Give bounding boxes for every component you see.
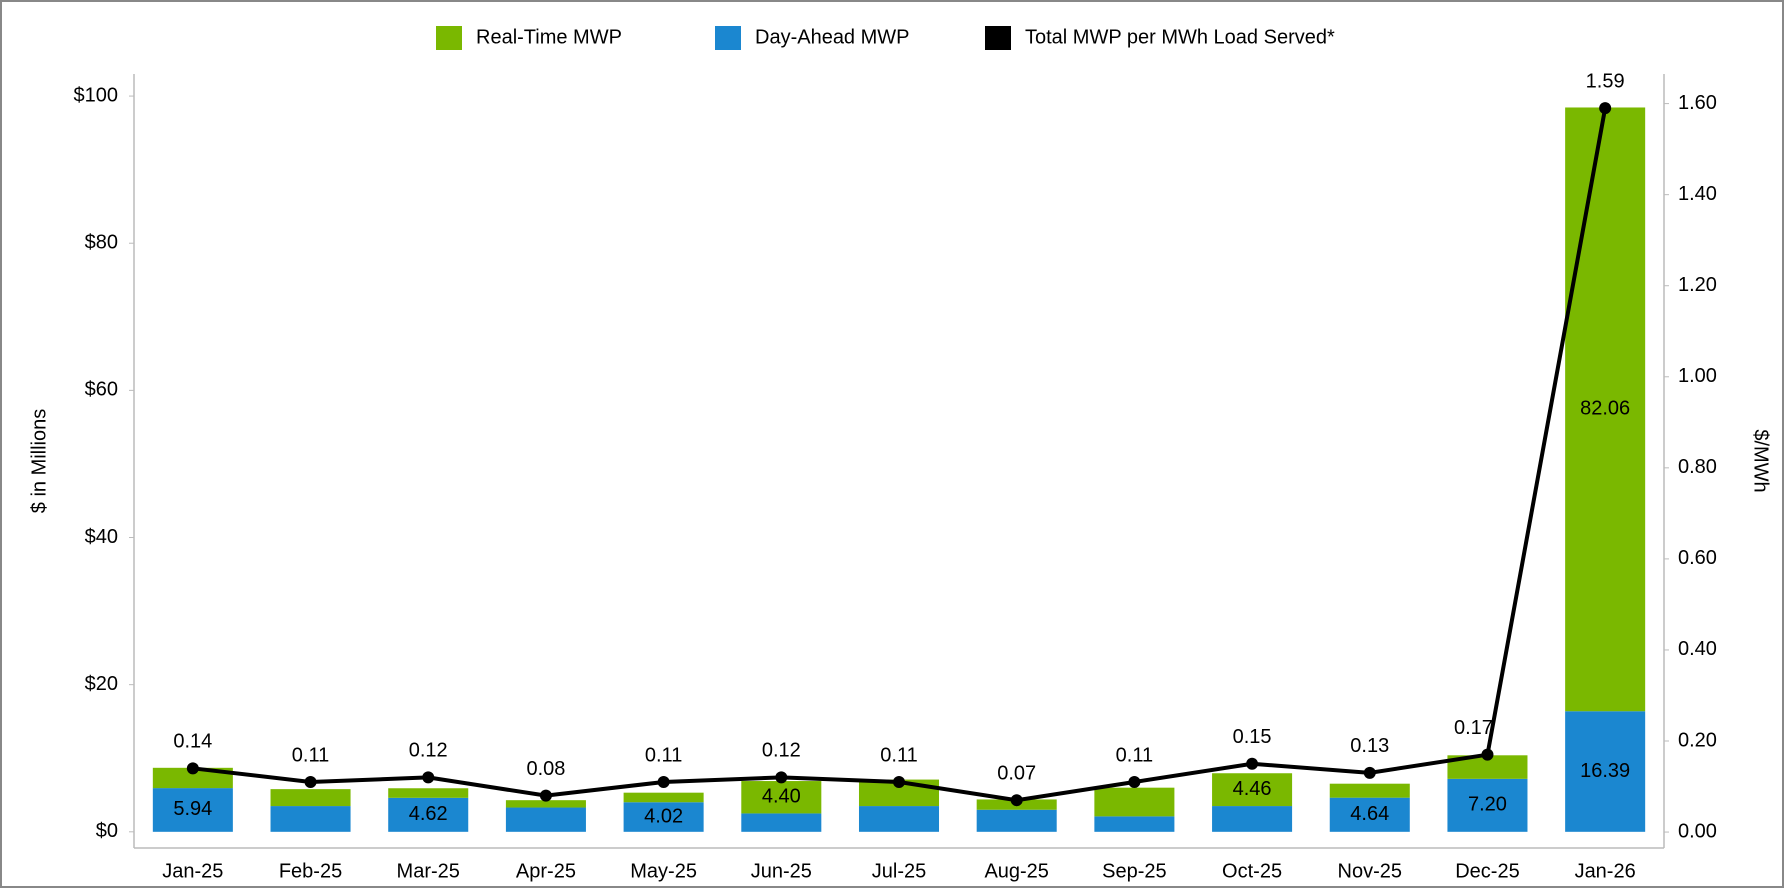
bar-segment xyxy=(1447,778,1528,832)
bar-segment xyxy=(741,813,822,832)
x-tick-label: Aug-25 xyxy=(984,860,1049,882)
legend-label: Day-Ahead MWP xyxy=(755,26,910,48)
line-point xyxy=(1010,794,1023,807)
y-tick-label: $20 xyxy=(85,673,118,695)
y-tick-label: $100 xyxy=(74,84,119,106)
bar-segment xyxy=(1094,787,1175,817)
bar-segment xyxy=(1565,107,1646,712)
line-point xyxy=(1246,757,1259,770)
bar-segment xyxy=(270,789,351,807)
bar-segment xyxy=(976,809,1057,832)
line-point xyxy=(304,775,317,788)
bar-segment xyxy=(858,806,940,832)
line-point xyxy=(1481,748,1494,761)
x-tick-label: Jul-25 xyxy=(872,860,926,882)
bar-segment xyxy=(505,807,586,832)
y2-axis-title: $/MWh xyxy=(1750,429,1772,492)
line-value-label: 0.11 xyxy=(292,744,329,766)
x-tick-label: Nov-25 xyxy=(1338,860,1402,882)
y2-tick-label: 1.40 xyxy=(1678,183,1717,205)
x-tick-label: Oct-25 xyxy=(1222,860,1282,882)
bar-segment xyxy=(623,802,704,832)
bar-segment xyxy=(1212,806,1293,832)
bar-segment xyxy=(388,788,469,798)
line-point xyxy=(1128,775,1141,788)
x-tick-label: Apr-25 xyxy=(516,860,576,882)
bar-segment xyxy=(1212,773,1293,807)
y2-tick-label: 1.00 xyxy=(1678,365,1717,387)
bar-value-label: 4.64 xyxy=(1350,803,1389,825)
y2-tick-label: 0.00 xyxy=(1678,820,1717,842)
x-tick-label: Jun-25 xyxy=(751,860,812,882)
x-tick-label: Feb-25 xyxy=(279,860,342,882)
line-value-label: 0.17 xyxy=(1454,717,1493,739)
y2-tick-label: 0.40 xyxy=(1678,638,1717,660)
y-tick-label: $40 xyxy=(85,526,118,548)
y-tick-label: $60 xyxy=(85,379,118,401)
line-value-label: 0.13 xyxy=(1350,735,1389,757)
legend-swatch xyxy=(985,26,1011,50)
line-point xyxy=(1363,766,1376,779)
bar-segment xyxy=(152,767,233,789)
legend-swatch xyxy=(436,26,462,50)
line-value-label: 0.15 xyxy=(1233,726,1272,748)
bar-segment xyxy=(1329,783,1410,798)
legend-label: Real-Time MWP xyxy=(476,26,622,48)
line-value-label: 1.59 xyxy=(1586,70,1625,92)
bar-value-label: 4.02 xyxy=(644,805,683,827)
bar-segment xyxy=(1447,755,1528,779)
line-value-label: 0.08 xyxy=(526,758,565,780)
line-point xyxy=(1599,102,1612,115)
x-tick-label: May-25 xyxy=(630,860,697,882)
y-tick-label: $0 xyxy=(96,820,118,842)
bar-value-label: 7.20 xyxy=(1468,794,1507,816)
bar-segment xyxy=(623,792,704,803)
line-value-label: 0.14 xyxy=(173,731,212,753)
y-axis-title: $ in Millions xyxy=(28,409,50,513)
y2-tick-label: 1.60 xyxy=(1678,92,1717,114)
x-tick-label: Mar-25 xyxy=(397,860,460,882)
x-tick-label: Dec-25 xyxy=(1455,860,1519,882)
line-point xyxy=(539,789,552,802)
y2-tick-label: 0.80 xyxy=(1678,456,1717,478)
x-tick-label: Sep-25 xyxy=(1102,860,1167,882)
bar-segment xyxy=(1329,797,1410,832)
line-point xyxy=(422,771,435,784)
bar-value-label: 16.39 xyxy=(1580,760,1630,782)
line-value-label: 0.12 xyxy=(762,740,801,762)
x-tick-label: Jan-25 xyxy=(162,860,223,882)
bar-value-label: 4.46 xyxy=(1233,778,1272,800)
bar-segment xyxy=(741,781,822,814)
bar-segment xyxy=(388,797,469,832)
bar-value-label: 82.06 xyxy=(1580,398,1630,420)
bar-segment xyxy=(1565,711,1646,832)
bar-segment xyxy=(270,806,351,832)
legend-swatch xyxy=(715,26,741,50)
y-tick-label: $80 xyxy=(85,232,118,254)
line-point xyxy=(186,762,199,775)
y2-tick-label: 0.20 xyxy=(1678,729,1717,751)
line-point xyxy=(657,775,670,788)
bar-value-label: 4.62 xyxy=(409,803,448,825)
line-value-label: 0.11 xyxy=(645,744,682,766)
x-tick-label: Jan-26 xyxy=(1575,860,1636,882)
bar-segment xyxy=(1094,816,1175,832)
bar-value-label: 5.94 xyxy=(173,798,212,820)
y2-tick-label: 0.60 xyxy=(1678,547,1717,569)
line-point xyxy=(775,771,788,784)
legend-label: Total MWP per MWh Load Served* xyxy=(1025,26,1335,48)
line-value-label: 0.12 xyxy=(409,740,448,762)
line-point xyxy=(893,775,905,788)
bar-segment xyxy=(505,800,586,808)
bar-value-label: 4.40 xyxy=(762,786,801,808)
line-value-label: 0.07 xyxy=(997,762,1036,784)
bar-segment xyxy=(152,788,233,832)
y2-tick-label: 1.20 xyxy=(1678,274,1717,296)
line-value-label: 0.11 xyxy=(1116,744,1153,766)
line-value-label: 0.11 xyxy=(880,744,917,766)
